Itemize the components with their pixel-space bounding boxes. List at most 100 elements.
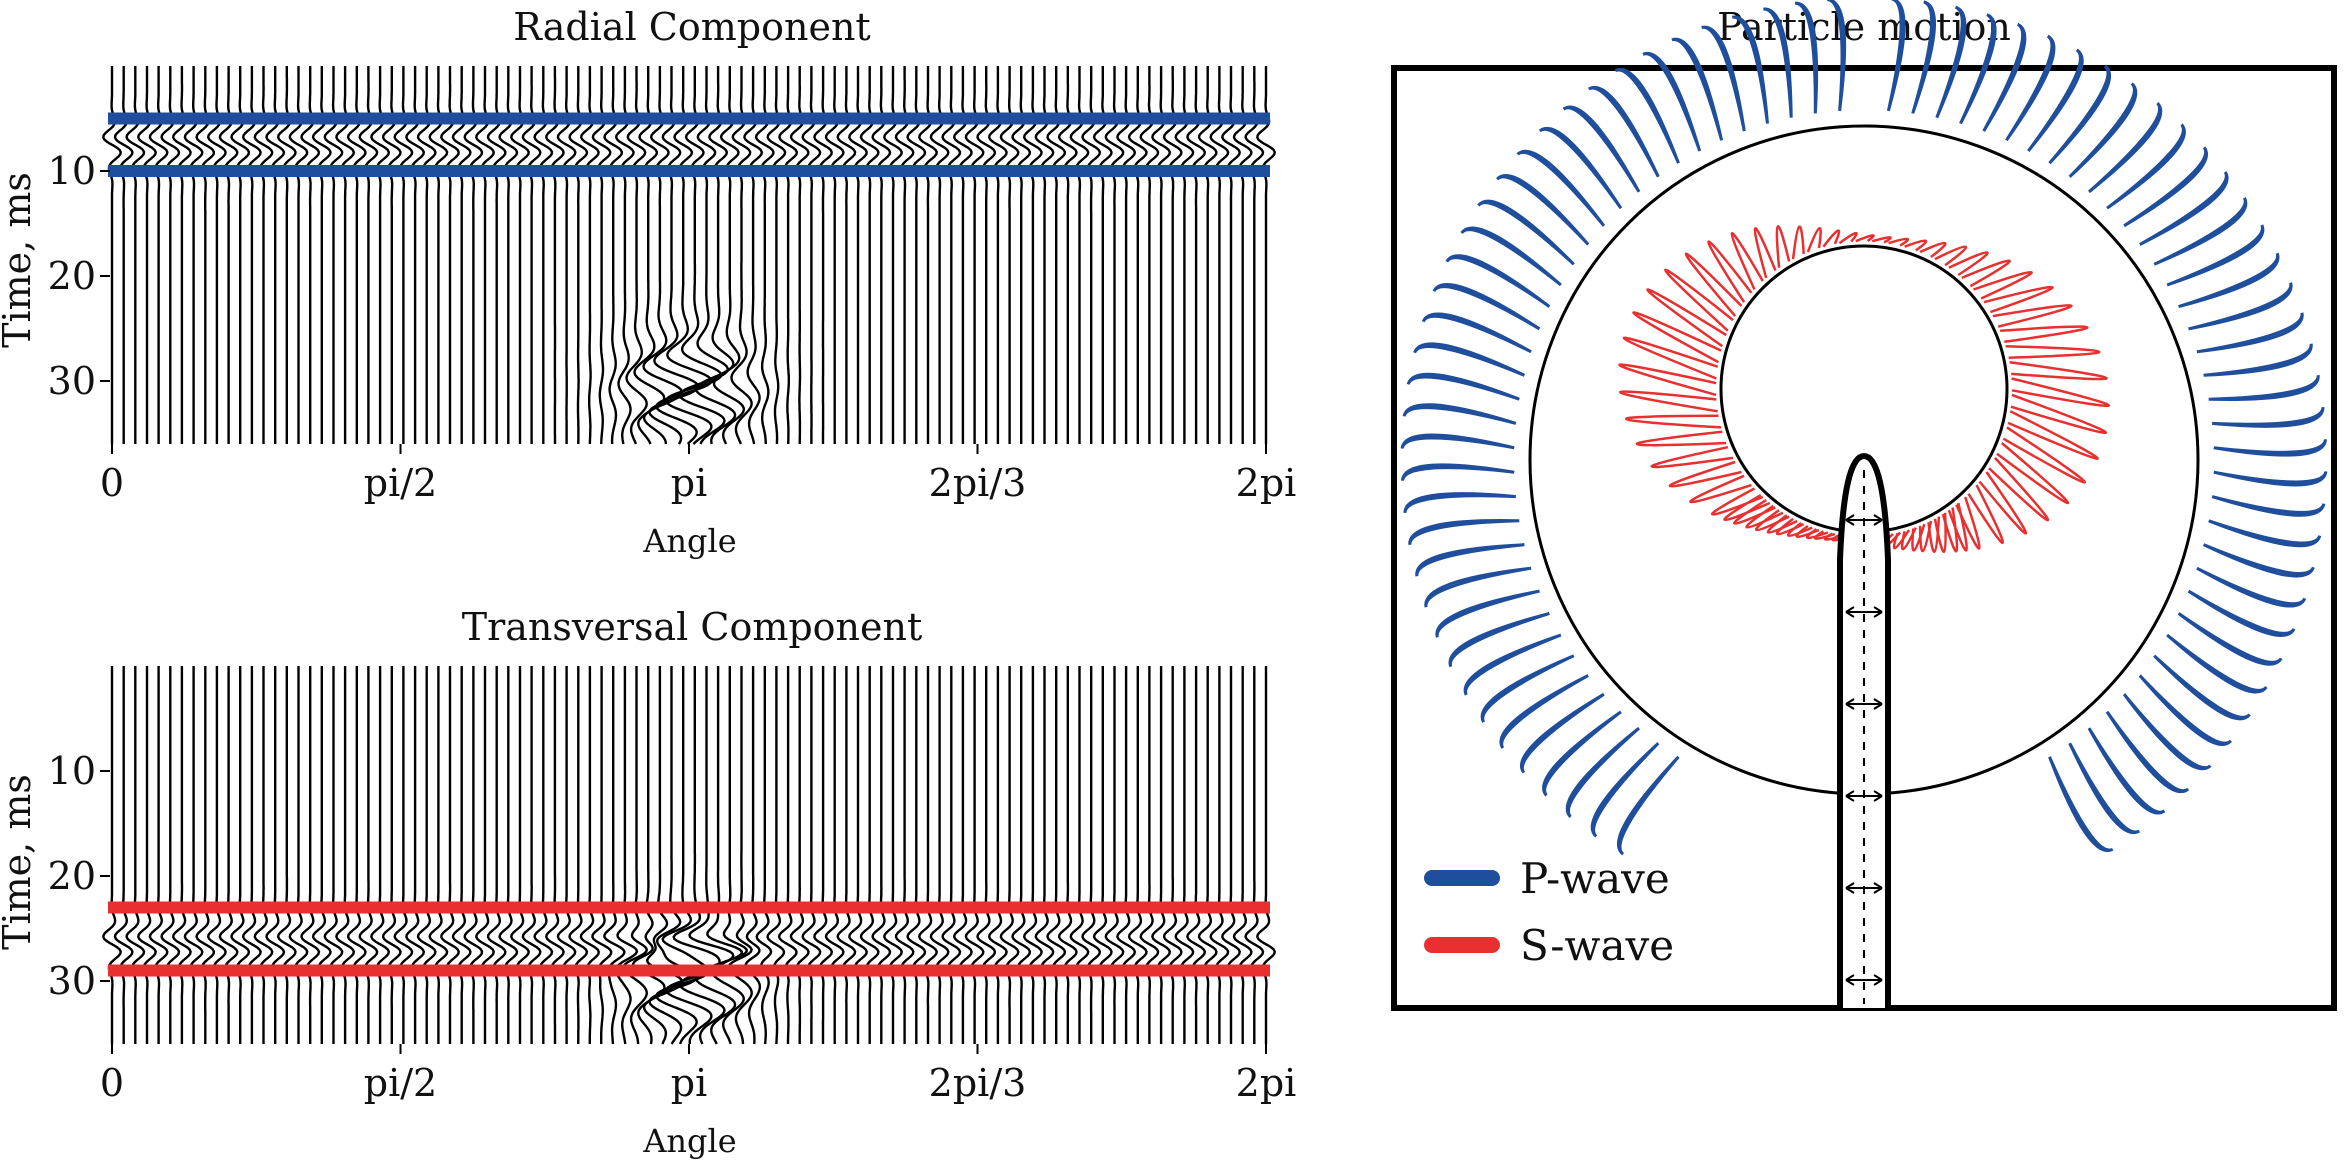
s-wave-lobe bbox=[1871, 236, 1892, 244]
p-wave-lobe bbox=[2213, 470, 2328, 487]
p-wave-lobe bbox=[2208, 519, 2322, 548]
p-wave-lobe bbox=[1445, 254, 1551, 308]
seismic-trace bbox=[883, 666, 903, 1044]
p-wave-lobe bbox=[1587, 85, 1660, 178]
p-wave-lobe bbox=[1406, 372, 1520, 401]
transversal-x-ticks: 0 pi/2 pi 2pi/3 2pi bbox=[100, 1044, 1296, 1105]
seismic-trace bbox=[906, 666, 927, 1044]
seismic-trace bbox=[393, 666, 414, 1044]
p-wave-lobe bbox=[1731, 15, 1769, 124]
p-wave-lobe bbox=[1402, 403, 1517, 425]
y-tick-label: 20 bbox=[48, 254, 96, 298]
seismic-trace bbox=[183, 666, 204, 1044]
seismic-trace bbox=[346, 66, 367, 444]
seismic-trace bbox=[813, 66, 833, 444]
seismic-trace bbox=[311, 666, 332, 1044]
s-wave-lobe bbox=[1624, 414, 1722, 429]
p-wave-lobe bbox=[2211, 495, 2326, 517]
s-wave-lobe bbox=[1961, 259, 2011, 288]
seismic-trace bbox=[288, 666, 309, 1044]
p-wave-lobe bbox=[1401, 463, 1515, 482]
p-wave-lobe bbox=[2203, 343, 2313, 377]
seismic-trace bbox=[381, 666, 402, 1044]
seismic-trace bbox=[510, 666, 530, 1044]
seismic-trace bbox=[918, 666, 938, 1044]
seismic-trace bbox=[323, 66, 344, 444]
seismic-trace bbox=[510, 66, 530, 444]
p-wave-lobe bbox=[2166, 224, 2265, 287]
seismic-trace bbox=[579, 666, 600, 1044]
seismic-trace bbox=[929, 66, 950, 444]
seismic-trace bbox=[894, 66, 915, 444]
seismic-trace bbox=[603, 666, 626, 1045]
s-wave-lobe bbox=[1622, 336, 1719, 380]
s-wave-lobe bbox=[1733, 499, 1776, 525]
seismic-trace bbox=[952, 666, 973, 1044]
seismic-trace bbox=[730, 66, 753, 445]
seismic-trace bbox=[1034, 66, 1055, 444]
p-wave-lobe bbox=[1520, 692, 1605, 774]
legend-label-p-wave: P-wave bbox=[1520, 854, 1670, 903]
seismic-trace bbox=[475, 66, 495, 444]
s-wave-lobe bbox=[1619, 390, 1718, 413]
transversal-highlights bbox=[108, 901, 1270, 977]
s-wave-lobe bbox=[1948, 251, 1989, 277]
p-wave-lobe bbox=[1614, 67, 1680, 164]
seismic-trace bbox=[987, 666, 1008, 1044]
p-wave-lobe bbox=[2153, 654, 2251, 721]
seismic-trace bbox=[451, 666, 472, 1044]
seismic-trace bbox=[1046, 666, 1067, 1044]
x-tick-label: pi/2 bbox=[364, 1061, 437, 1105]
seismic-trace bbox=[789, 66, 810, 444]
seismic-trace bbox=[311, 66, 332, 444]
transversal-panel: Transversal Component 10 20 30 0 pi/2 pi 2pi/… bbox=[0, 605, 1296, 1160]
seismic-trace bbox=[463, 66, 484, 444]
p-wave-lobe bbox=[1959, 13, 1997, 125]
transversal-ylabel: Time, ms bbox=[0, 774, 39, 950]
seismic-trace bbox=[622, 666, 649, 1045]
seismic-trace bbox=[113, 666, 134, 1044]
seismic-trace bbox=[871, 666, 892, 1044]
p-wave-lobe bbox=[2005, 34, 2056, 142]
seismic-trace bbox=[521, 66, 542, 444]
seismic-trace bbox=[568, 666, 589, 1044]
seismic-trace bbox=[1221, 66, 1241, 444]
p-wave-lobe bbox=[2105, 710, 2190, 794]
s-wave-lobe bbox=[1689, 474, 1752, 504]
p-wave-lobe bbox=[2048, 64, 2111, 165]
radial-y-ticks: 10 20 30 bbox=[48, 149, 110, 403]
seismic-trace bbox=[871, 66, 892, 444]
seismic-trace bbox=[1116, 666, 1137, 1044]
s-wave-lobe bbox=[1668, 460, 1742, 488]
seismic-trace bbox=[1162, 66, 1183, 444]
s-wave-lobe bbox=[2002, 426, 2087, 484]
seismic-trace bbox=[727, 666, 753, 1045]
seismic-trace bbox=[964, 66, 985, 444]
s-wave-lobe bbox=[1650, 445, 1734, 469]
s-wave-lobe bbox=[1791, 225, 1805, 260]
p-wave-lobe bbox=[2178, 252, 2280, 309]
particle-motion-lobes bbox=[1400, 0, 2328, 856]
seismic-trace bbox=[625, 66, 648, 445]
s-wave-lobe bbox=[1955, 496, 1981, 550]
seismic-trace bbox=[195, 666, 216, 1044]
seismic-trace bbox=[1186, 66, 1207, 444]
seismic-trace bbox=[241, 666, 262, 1044]
seismic-trace bbox=[1069, 666, 1090, 1044]
s-wave-lobe bbox=[1967, 484, 2005, 544]
arrowhead bbox=[1845, 790, 1883, 802]
p-wave-lobe bbox=[2213, 438, 2327, 457]
s-wave-lobe bbox=[1684, 252, 1743, 317]
seismic-trace bbox=[1081, 66, 1102, 444]
s-wave-lobe bbox=[1753, 227, 1777, 279]
p-wave-lobe bbox=[2048, 756, 2114, 853]
p-wave-lobe bbox=[1542, 710, 1622, 797]
s-wave-lobe bbox=[1618, 363, 1717, 397]
seismic-trace bbox=[1174, 666, 1195, 1044]
p-wave-lobe bbox=[1480, 654, 1575, 723]
seismic-trace bbox=[1057, 666, 1078, 1044]
seismic-trace bbox=[102, 666, 122, 1044]
transversal-title: Transversal Component bbox=[462, 605, 923, 649]
seismic-trace bbox=[894, 666, 915, 1044]
